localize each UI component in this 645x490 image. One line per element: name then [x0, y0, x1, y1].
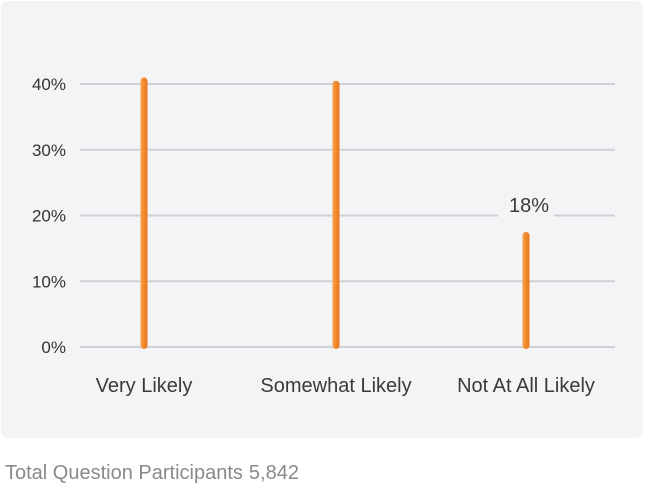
- bar-chart: 0% 10% 20% 30% 40% Very Likely Somewhat Likel…: [32, 75, 615, 397]
- participants-count: 5,842: [248, 462, 299, 484]
- y-tick-label: 30%: [32, 141, 66, 160]
- data-label-background: [498, 192, 554, 219]
- y-tick-label: 20%: [32, 207, 66, 226]
- category-label: Somewhat Likely: [260, 375, 411, 397]
- y-tick-label: 10%: [32, 272, 66, 291]
- bar: [140, 77, 148, 350]
- bars-layer: [140, 77, 530, 350]
- data-label: 18%: [509, 195, 549, 217]
- participants-footer: Total Question Participants 5,842: [5, 462, 305, 485]
- y-tick-label: 0%: [41, 338, 66, 357]
- category-label: Not At All Likely: [457, 375, 595, 397]
- y-tick-label: 40%: [32, 75, 66, 94]
- bar: [522, 231, 530, 349]
- chart-card: [1, 1, 643, 438]
- labels-layer: Very Likely Somewhat Likely Not At All Lik…: [96, 192, 595, 397]
- category-label: Very Likely: [96, 375, 193, 397]
- grid-layer: 0% 10% 20% 30% 40%: [32, 75, 615, 357]
- participants-label: Total Question Participants: [5, 462, 243, 484]
- bar: [332, 80, 340, 350]
